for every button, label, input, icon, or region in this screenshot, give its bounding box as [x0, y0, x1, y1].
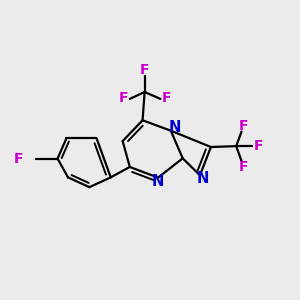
Text: F: F	[238, 160, 248, 174]
Text: N: N	[197, 171, 209, 186]
Text: F: F	[254, 139, 263, 153]
Text: F: F	[238, 118, 248, 133]
Text: N: N	[151, 174, 164, 189]
Text: F: F	[14, 152, 23, 166]
Text: F: F	[118, 91, 128, 105]
Text: N: N	[168, 120, 181, 135]
Text: F: F	[162, 91, 172, 105]
Text: F: F	[140, 63, 149, 77]
